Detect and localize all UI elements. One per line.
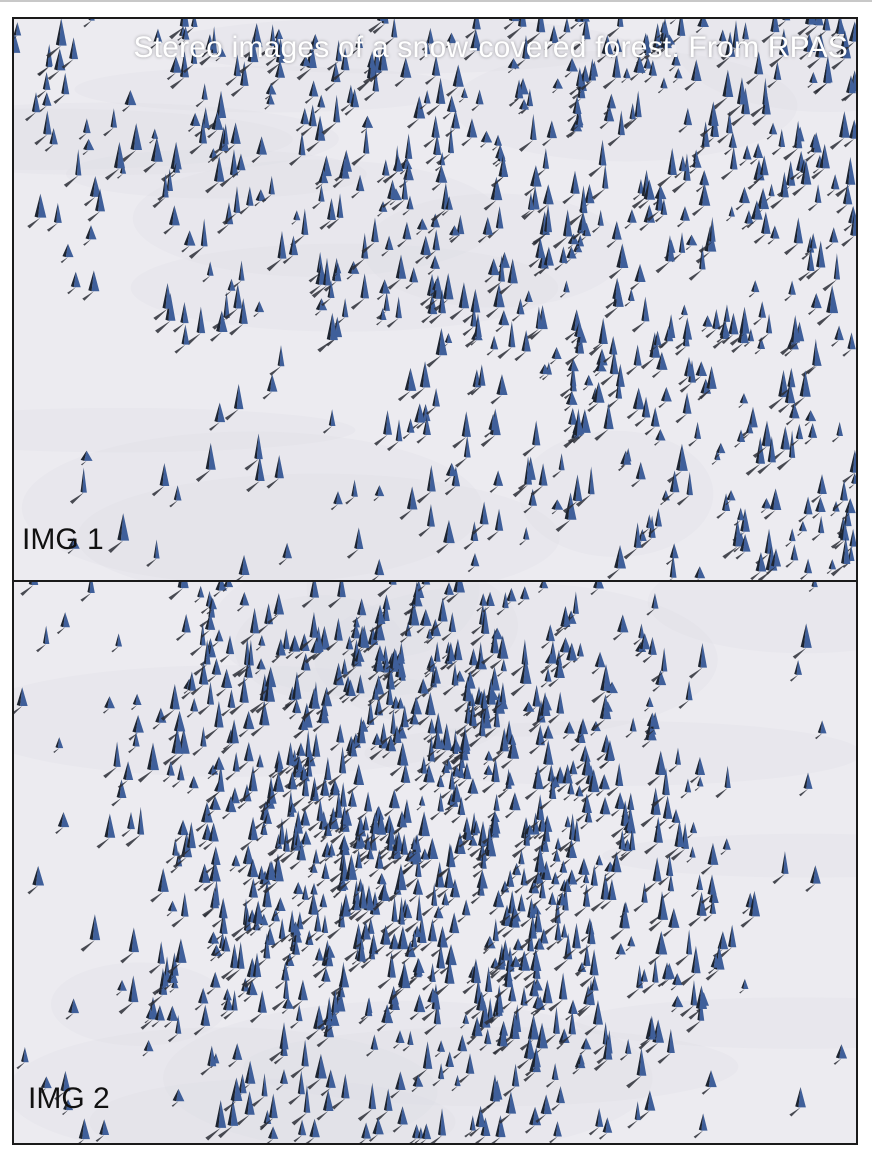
image-label-2: IMG 2	[28, 1082, 110, 1116]
image-label-1: IMG 1	[22, 523, 104, 557]
figure-title: Stereo images of a snow-covered forest. …	[133, 31, 848, 65]
aerial-photo-1	[14, 19, 856, 580]
top-divider	[0, 0, 872, 2]
stereo-image-1: Stereo images of a snow-covered forest. …	[12, 17, 858, 582]
stereo-image-2: IMG 2	[12, 580, 858, 1145]
aerial-photo-2	[14, 582, 856, 1143]
